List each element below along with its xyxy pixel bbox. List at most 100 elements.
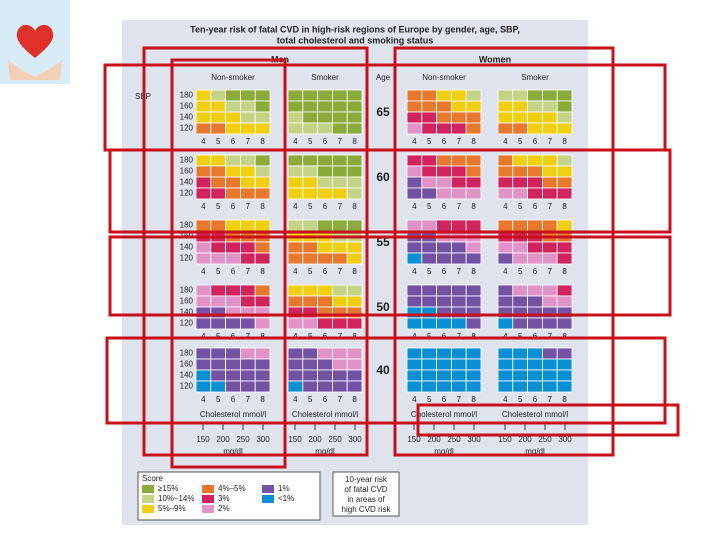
risk-cell (556, 369, 573, 382)
risk-cell (317, 380, 333, 393)
legend-label: 2% (218, 504, 230, 513)
risk-cell (254, 100, 271, 113)
mg-tick-label: 250 (328, 435, 342, 444)
risk-cell (302, 122, 318, 135)
risk-cell (346, 380, 363, 393)
risk-cell (421, 369, 437, 382)
risk-cell (287, 219, 304, 232)
risk-cell (239, 369, 256, 382)
risk-cell (210, 219, 227, 232)
cholesterol-tick: 4 (503, 267, 508, 276)
cholesterol-tick: 6 (231, 267, 236, 276)
risk-cell (421, 284, 437, 297)
risk-cell (239, 111, 256, 124)
risk-cell (527, 165, 543, 178)
risk-cell (346, 219, 363, 232)
risk-cell (287, 154, 304, 167)
cholesterol-tick: 6 (442, 395, 447, 404)
risk-cell (406, 89, 423, 102)
risk-cell (556, 219, 573, 232)
risk-cell (317, 219, 333, 232)
risk-cell (225, 111, 241, 124)
cholesterol-tick: 8 (562, 137, 567, 146)
annotation-box (142, 46, 369, 457)
cholesterol-tick: 7 (548, 395, 553, 404)
mg-tick-label: 150 (407, 435, 421, 444)
risk-cell (421, 187, 437, 200)
mg-tick-label: 300 (256, 435, 270, 444)
cholesterol-tick: 6 (533, 137, 538, 146)
legend-label: 10%–14% (158, 494, 194, 503)
age-value: 55 (376, 235, 390, 249)
risk-cell (287, 100, 304, 113)
risk-cell (346, 252, 363, 265)
risk-cell (210, 165, 227, 178)
cholesterol-tick: 5 (518, 137, 523, 146)
risk-cell (195, 219, 212, 232)
cholesterol-tick: 5 (518, 202, 523, 211)
risk-cell (542, 100, 558, 113)
risk-cell (331, 358, 348, 371)
risk-cell (210, 154, 227, 167)
risk-cell (497, 295, 514, 308)
risk-cell (195, 89, 212, 102)
risk-cell (465, 241, 482, 254)
mg-tick-label: 200 (216, 435, 230, 444)
risk-cell (556, 165, 573, 178)
risk-cell (239, 358, 256, 371)
risk-cell (254, 219, 271, 232)
risk-cell (195, 295, 212, 308)
risk-cell (542, 122, 558, 135)
note-line: 10-year risk (345, 475, 388, 484)
risk-cell (287, 111, 304, 124)
risk-cell (436, 187, 452, 200)
risk-cell (254, 369, 271, 382)
cholesterol-tick: 6 (533, 395, 538, 404)
risk-cell (512, 347, 528, 360)
risk-cell (527, 284, 543, 297)
sbp-tick: 180 (180, 156, 194, 165)
risk-cell (302, 100, 318, 113)
note-line: in areas of (347, 495, 385, 504)
risk-cell (450, 154, 467, 167)
risk-cell (346, 317, 363, 330)
cholesterol-tick: 4 (201, 137, 206, 146)
risk-cell (450, 380, 467, 393)
risk-cell (556, 176, 573, 189)
risk-cell (406, 100, 423, 113)
risk-cell (527, 358, 543, 371)
risk-cell (210, 317, 227, 330)
risk-cell (436, 295, 452, 308)
risk-cell (542, 358, 558, 371)
risk-cell (239, 165, 256, 178)
risk-cell (421, 176, 437, 189)
risk-cell (225, 219, 241, 232)
risk-cell (254, 154, 271, 167)
risk-cell (210, 111, 227, 124)
sbp-tick: 180 (180, 221, 194, 230)
cholesterol-tick: 7 (457, 202, 462, 211)
risk-cell (254, 284, 271, 297)
risk-cell (239, 241, 256, 254)
cholesterol-tick: 8 (260, 202, 265, 211)
risk-cell (239, 347, 256, 360)
risk-cell (406, 284, 423, 297)
cholesterol-tick: 4 (412, 137, 417, 146)
risk-cell (254, 317, 271, 330)
mg-tick-label: 300 (348, 435, 362, 444)
cholesterol-tick: 6 (323, 267, 328, 276)
risk-cell (406, 187, 423, 200)
sbp-tick: 120 (180, 319, 194, 328)
mg-label: mg/dl (315, 447, 335, 456)
risk-cell (225, 317, 241, 330)
risk-cell (195, 187, 212, 200)
risk-cell (556, 284, 573, 297)
risk-cell (465, 347, 482, 360)
risk-cell (225, 347, 241, 360)
risk-cell (195, 369, 212, 382)
cholesterol-tick: 7 (548, 202, 553, 211)
risk-cell (317, 284, 333, 297)
risk-cell (239, 284, 256, 297)
cholesterol-tick: 6 (533, 202, 538, 211)
risk-cell (436, 252, 452, 265)
